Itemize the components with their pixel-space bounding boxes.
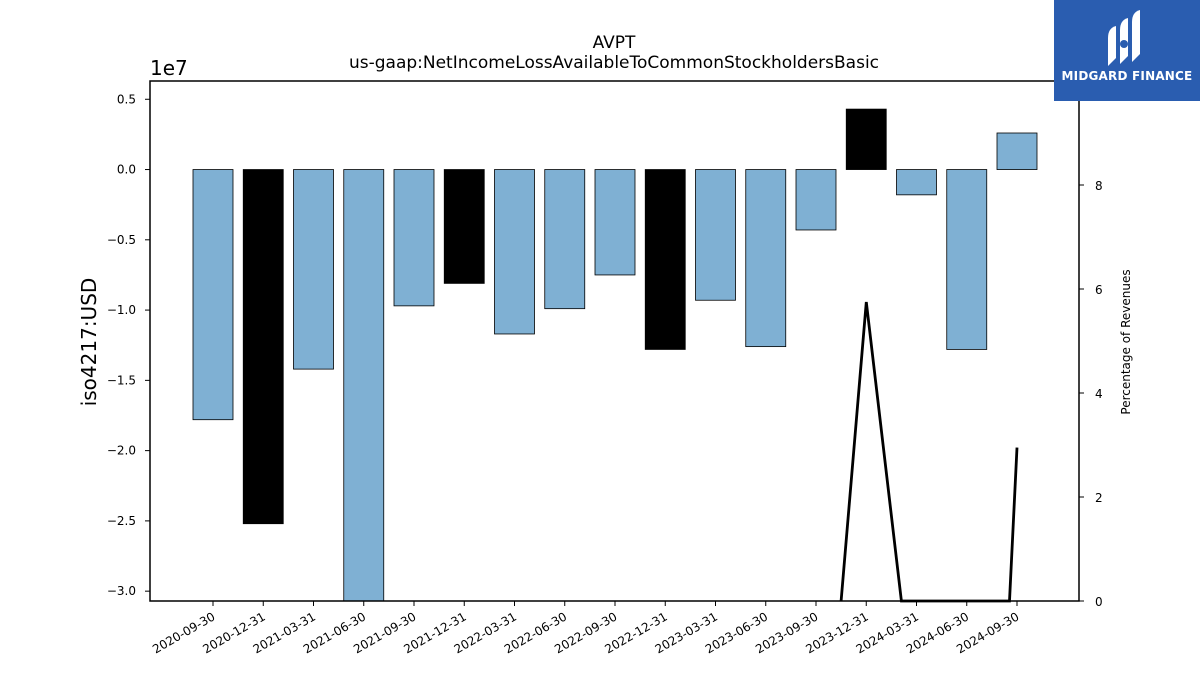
y-tick-label: −2.0 bbox=[107, 444, 136, 458]
bar-2020-12-31 bbox=[242, 169, 284, 525]
bar-2021-12-31 bbox=[443, 169, 485, 284]
bar-2024-03-31 bbox=[896, 169, 937, 196]
logo-text: MIDGARD FINANCE bbox=[1061, 69, 1193, 83]
y2-tick-label: 0 bbox=[1095, 595, 1103, 609]
bar-2021-06-30 bbox=[343, 169, 385, 602]
revenue-percentage-line bbox=[839, 301, 1019, 603]
y2-tick-label: 6 bbox=[1095, 283, 1103, 297]
y-offset-label: 1e7 bbox=[150, 56, 188, 80]
bar-2021-03-31 bbox=[293, 169, 334, 370]
y-tick-label: −1.5 bbox=[107, 373, 136, 387]
bars-group bbox=[192, 108, 1038, 602]
bar-2023-09-30 bbox=[795, 169, 837, 231]
bar-2020-09-30 bbox=[192, 169, 234, 421]
bar-2022-06-30 bbox=[544, 169, 586, 310]
bar-2023-06-30 bbox=[745, 169, 787, 348]
y2-ticks-group: 0 2 4 6 8 bbox=[1079, 179, 1103, 609]
y-tick-label: 0.0 bbox=[117, 163, 136, 177]
logo-mark-icon bbox=[1108, 10, 1140, 66]
y-tick-label: −3.0 bbox=[107, 584, 136, 598]
y2-tick-label: 8 bbox=[1095, 179, 1103, 193]
y-tick-label: −0.5 bbox=[107, 233, 136, 247]
y-tick-label: −1.0 bbox=[107, 303, 136, 317]
bar-2022-03-31 bbox=[494, 169, 535, 335]
chart-title: AVPT bbox=[593, 33, 636, 53]
y2-tick-label: 2 bbox=[1095, 491, 1103, 505]
bar-2023-03-31 bbox=[695, 169, 736, 301]
y2-tick-label: 4 bbox=[1095, 387, 1103, 401]
bar-2023-12-31 bbox=[845, 108, 887, 170]
y-tick-label: 0.5 bbox=[117, 92, 136, 106]
bar-2024-09-30 bbox=[996, 132, 1038, 170]
chart-subtitle: us-gaap:NetIncomeLossAvailableToCommonSt… bbox=[349, 53, 879, 73]
midgard-finance-logo: MIDGARD FINANCE bbox=[1054, 0, 1200, 101]
plot-frame bbox=[149, 80, 1080, 602]
bar-2021-09-30 bbox=[393, 169, 435, 307]
bar-2024-06-30 bbox=[946, 169, 988, 350]
y2-axis-label: Percentage of Revenues bbox=[1119, 269, 1133, 414]
y-axis-label: iso4217:USD bbox=[77, 278, 101, 407]
bar-2022-12-31 bbox=[644, 169, 686, 350]
y-tick-label: −2.5 bbox=[107, 514, 136, 528]
x-ticks-group: 2020-09-302020-12-312021-03-312021-06-30… bbox=[150, 601, 1022, 656]
y-ticks-group: 0.5 0.0 −0.5 −1.0 −1.5 −2.0 −2.5 −3.0 bbox=[107, 92, 150, 598]
bar-2022-09-30 bbox=[594, 169, 636, 276]
line-group bbox=[839, 301, 1019, 603]
